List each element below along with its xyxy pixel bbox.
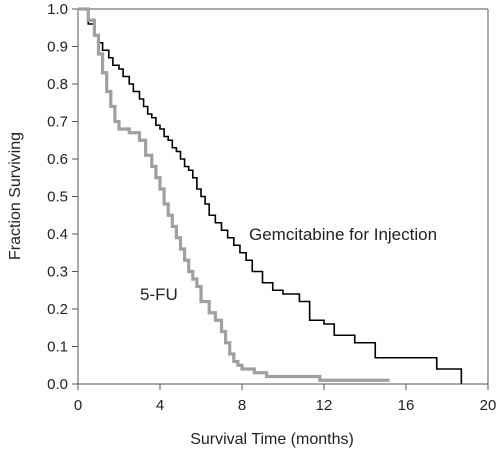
fu-annotation: 5-FU [140,285,178,304]
gemcitabine-survival-line [78,8,463,384]
x-tick-label: 16 [398,397,415,414]
x-axis-title: Survival Time (months) [190,431,354,448]
y-ticks: 0.0 0.1 0.2 0.3 0.4 0.5 0.6 0.7 0.8 0.9 1.0 [47,1,78,393]
series-layer [78,7,463,384]
x-tick-label: 12 [316,397,333,414]
y-tick-label: 0.6 [47,151,68,168]
y-tick-label: 0.8 [47,76,68,93]
y-tick-label: 0.9 [47,39,68,56]
x-tick-label: 20 [480,397,497,414]
y-tick-label: 0.7 [47,114,68,131]
plot-area [77,8,489,385]
fu-survival-line [78,7,390,382]
x-ticks: 0 4 8 12 16 20 [74,384,497,414]
x-tick-label: 0 [74,397,82,414]
y-tick-label: 0.0 [47,376,68,393]
y-tick-label: 0.3 [47,264,68,281]
gemcitabine-annotation: Gemcitabine for Injection [249,225,437,244]
y-tick-label: 0.2 [47,301,68,318]
y-axis-title: Fraction Surviving [7,132,24,260]
y-tick-label: 1.0 [47,1,68,18]
y-tick-label: 0.5 [47,189,68,206]
y-tick-label: 0.4 [47,226,68,243]
x-tick-label: 4 [156,397,164,414]
x-tick-label: 8 [238,397,246,414]
y-tick-label: 0.1 [47,339,68,356]
